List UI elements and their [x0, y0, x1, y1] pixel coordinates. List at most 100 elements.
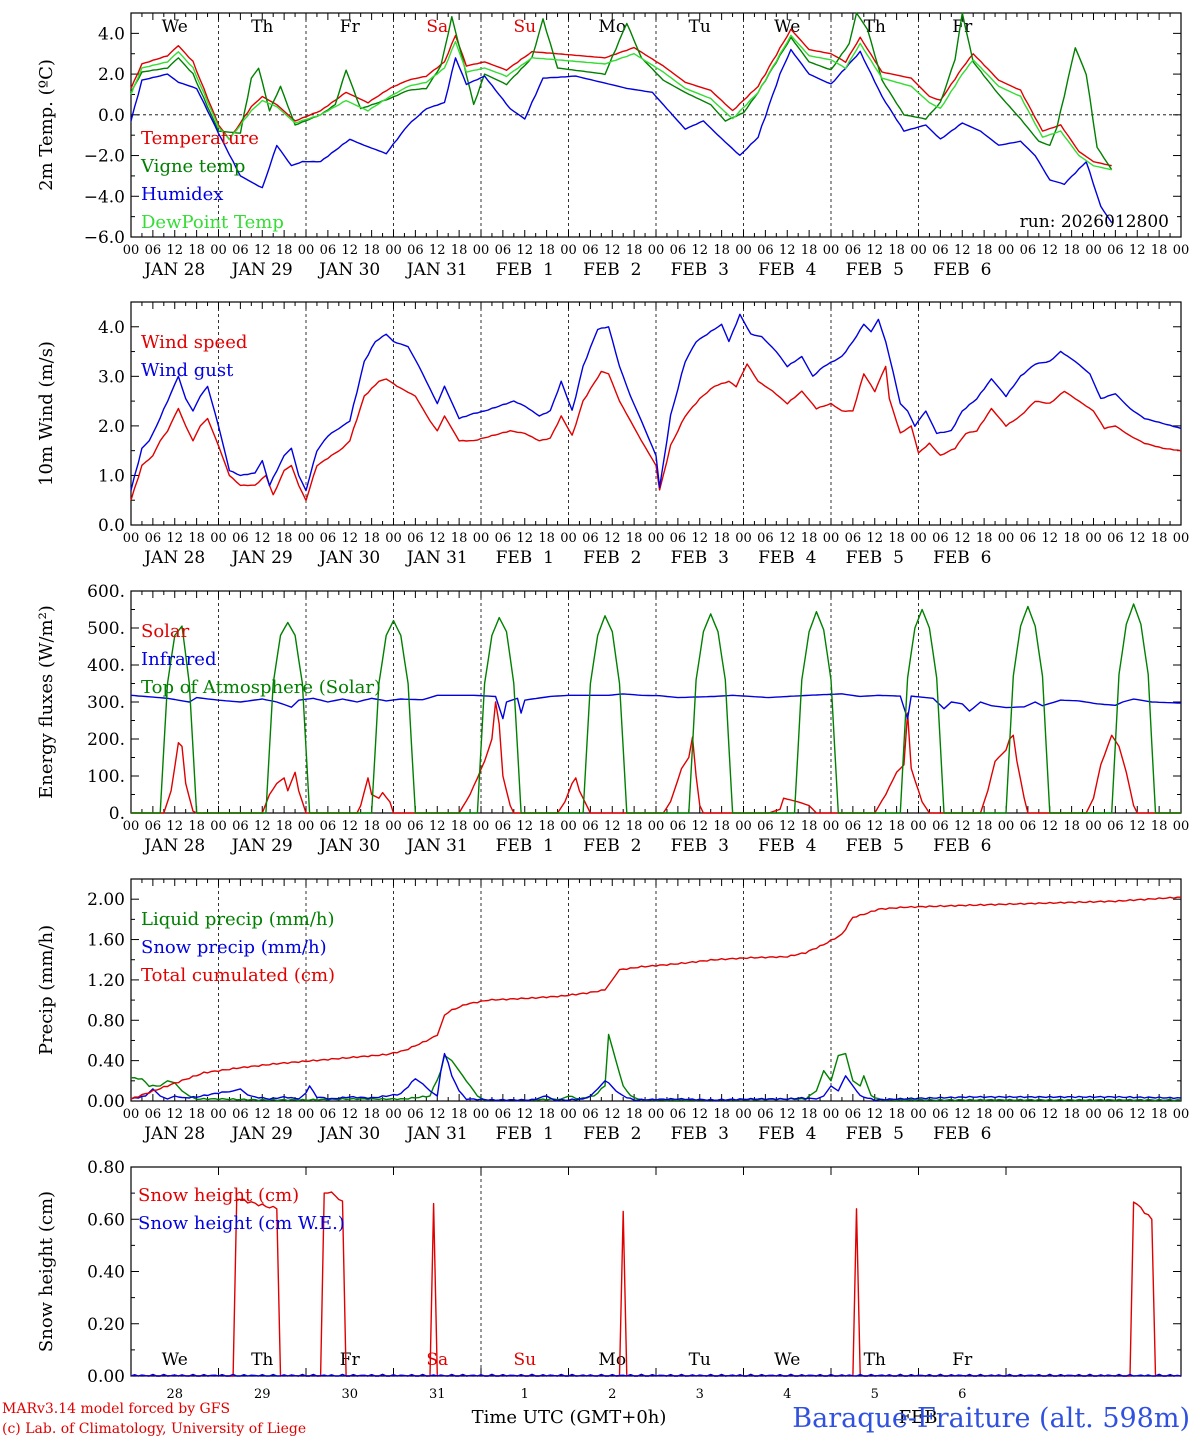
hour-tick-label: 00 — [210, 1107, 227, 1122]
weekday-label: Tu — [689, 17, 711, 37]
hour-tick-label: 12 — [691, 1107, 708, 1122]
hour-tick-label: 18 — [626, 531, 643, 546]
day-label: FEB 6 — [933, 548, 991, 568]
hour-tick-label: 18 — [976, 243, 993, 258]
hour-tick-label: 06 — [145, 243, 162, 258]
hour-tick-label: 12 — [166, 531, 183, 546]
hour-tick-label: 18 — [626, 1107, 643, 1122]
day-label: FEB 5 — [846, 260, 904, 280]
hour-tick-label: 00 — [823, 1107, 840, 1122]
hour-tick-label: 06 — [670, 531, 687, 546]
legend-entry: Wind speed — [141, 332, 247, 353]
hour-tick-label: 18 — [801, 531, 818, 546]
hour-tick-label: 06 — [932, 243, 949, 258]
hour-tick-label: 18 — [538, 531, 555, 546]
hour-tick-label: 18 — [1151, 531, 1168, 546]
day-label: JAN 28 — [142, 836, 205, 856]
day-label: FEB 3 — [671, 548, 729, 568]
hour-tick-label: 12 — [779, 819, 796, 834]
hour-tick-label: 12 — [604, 243, 621, 258]
day-number-label: 5 — [871, 1387, 879, 1402]
weekday-label: Su — [513, 1350, 536, 1370]
y-tick-label: 400. — [87, 656, 125, 676]
series-line-wind-speed — [130, 363, 1182, 502]
hour-tick-label: 00 — [1085, 819, 1102, 834]
footer-credit-model: MARv3.14 model forced by GFS — [2, 1401, 230, 1417]
hour-tick-label: 06 — [932, 531, 949, 546]
plot-frame — [130, 12, 1182, 238]
hour-tick-label: 12 — [691, 531, 708, 546]
hour-tick-label: 00 — [1173, 243, 1190, 258]
y-tick-label: 500. — [87, 619, 125, 639]
hour-tick-label: 06 — [1107, 243, 1124, 258]
hour-tick-label: 12 — [341, 243, 358, 258]
hour-tick-label: 00 — [385, 243, 402, 258]
hour-tick-label: 18 — [1063, 243, 1080, 258]
chart-panel-temperature: 00 06 12 18 00 06 12 18 00 06 12 18 00 06 12 18 00 06 12 18… — [36, 12, 1190, 280]
hour-tick-label: 00 — [823, 819, 840, 834]
hour-tick-label: 00 — [1173, 531, 1190, 546]
hour-tick-label: 06 — [495, 243, 512, 258]
y-tick-label: 0.60 — [87, 1210, 125, 1230]
hour-tick-label: 06 — [145, 819, 162, 834]
hour-tick-label: 18 — [451, 819, 468, 834]
hour-tick-label: 12 — [604, 1107, 621, 1122]
series-line-top-of-atmosphere-solar- — [131, 603, 1181, 814]
weekday-label: We — [162, 1350, 188, 1370]
hour-tick-label: 06 — [1107, 1107, 1124, 1122]
hour-tick-label: 00 — [998, 1107, 1015, 1122]
day-label: FEB 4 — [758, 836, 816, 856]
hour-tick-label: 12 — [254, 819, 271, 834]
hour-tick-label: 06 — [757, 531, 774, 546]
hour-tick-label: 12 — [516, 819, 533, 834]
weekday-label: We — [774, 17, 800, 37]
hour-tick-label: 18 — [1063, 531, 1080, 546]
hour-tick-label: 00 — [560, 531, 577, 546]
day-label: JAN 30 — [317, 548, 380, 568]
hour-tick-label: 18 — [888, 819, 905, 834]
legend-entry: Snow height (cm W.E.) — [138, 1213, 345, 1234]
day-label: FEB 1 — [496, 1124, 554, 1144]
hour-tick-label: 00 — [735, 243, 752, 258]
legend-entry: Top of Atmosphere (Solar) — [141, 677, 381, 698]
hour-tick-label: 12 — [341, 1107, 358, 1122]
hour-tick-label: 18 — [451, 531, 468, 546]
series-line-snow-height-cm-w-e- — [130, 1373, 1182, 1377]
hour-tick-label: 00 — [1085, 243, 1102, 258]
legend-entry: Snow height (cm) — [138, 1185, 299, 1206]
hour-tick-label: 18 — [276, 1107, 293, 1122]
day-label: JAN 28 — [142, 548, 205, 568]
hour-tick-label: 06 — [407, 243, 424, 258]
x-axis-title: Time UTC (GMT+0h) — [472, 1407, 667, 1428]
chart-panel-wind: 00 06 12 18 00 06 12 18 00 06 12 18 00 06 12 18 00 06 12 18… — [36, 301, 1190, 568]
day-label: JAN 31 — [405, 548, 468, 568]
hour-tick-label: 00 — [385, 531, 402, 546]
y-tick-label: 3.0 — [98, 367, 125, 387]
hour-tick-label: 06 — [407, 819, 424, 834]
hour-tick-label: 12 — [779, 531, 796, 546]
day-label: JAN 29 — [230, 548, 293, 568]
y-tick-label: 0.0 — [98, 106, 125, 126]
hour-tick-label: 06 — [407, 531, 424, 546]
hour-tick-label: 00 — [123, 1107, 140, 1122]
day-number-label: 4 — [783, 1387, 791, 1402]
y-tick-label: 0.80 — [87, 1158, 125, 1178]
hour-tick-label: 06 — [670, 243, 687, 258]
hour-tick-label: 06 — [582, 819, 599, 834]
hour-tick-label: 18 — [451, 1107, 468, 1122]
hour-tick-label: 18 — [1063, 819, 1080, 834]
hour-tick-label: 00 — [385, 819, 402, 834]
hour-tick-label: 12 — [516, 531, 533, 546]
hour-tick-label: 06 — [1020, 531, 1037, 546]
day-number-label: 29 — [254, 1387, 271, 1402]
hour-tick-label: 12 — [1129, 819, 1146, 834]
hour-tick-label: 00 — [648, 531, 665, 546]
hour-tick-label: 12 — [866, 1107, 883, 1122]
day-label: FEB 2 — [583, 836, 641, 856]
hour-tick-label: 06 — [407, 1107, 424, 1122]
hour-tick-label: 00 — [560, 819, 577, 834]
hour-tick-label: 06 — [232, 1107, 249, 1122]
y-tick-label: 4.0 — [98, 24, 125, 44]
weekday-label: Tu — [689, 1350, 711, 1370]
